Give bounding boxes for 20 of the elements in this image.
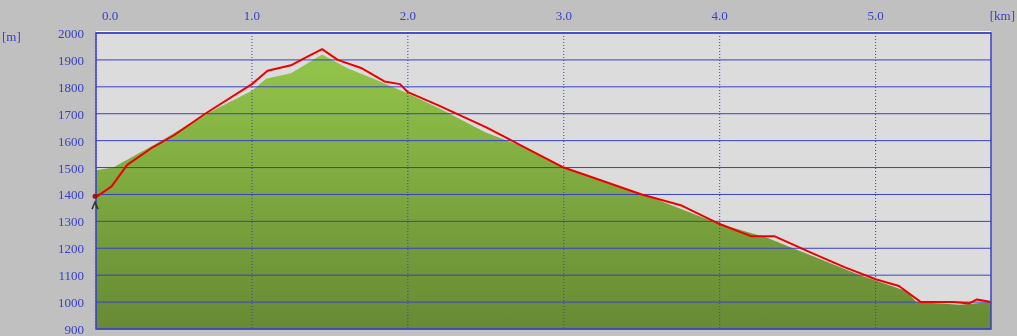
y-tick-label: 1900 xyxy=(58,52,84,68)
y-tick-label: 1200 xyxy=(58,241,84,257)
y-tick-label: 1300 xyxy=(58,214,84,230)
x-tick-label: 1.0 xyxy=(243,8,261,23)
y-tick-label: 1000 xyxy=(58,295,84,311)
x-tick-label: 0.0 xyxy=(101,8,119,23)
y-tick-label: 1100 xyxy=(58,268,84,284)
x-tick-label: 3.0 xyxy=(555,8,572,23)
y-tick-label: 900 xyxy=(64,322,84,336)
y-tick-label: 1800 xyxy=(58,79,84,95)
x-tick-label: 2.0 xyxy=(399,8,416,23)
y-tick-label: 1700 xyxy=(58,106,84,122)
x-tick-label: 5.0 xyxy=(867,8,884,23)
y-axis-title: [m] xyxy=(2,29,21,44)
x-tick-label: 4.0 xyxy=(711,8,728,23)
y-tick-label: 1600 xyxy=(58,133,84,149)
y-tick-label: 2000 xyxy=(58,26,84,41)
y-tick-label: 1500 xyxy=(58,160,84,176)
x-axis-title: [km] xyxy=(989,8,1015,23)
y-tick-label: 1400 xyxy=(58,187,84,203)
